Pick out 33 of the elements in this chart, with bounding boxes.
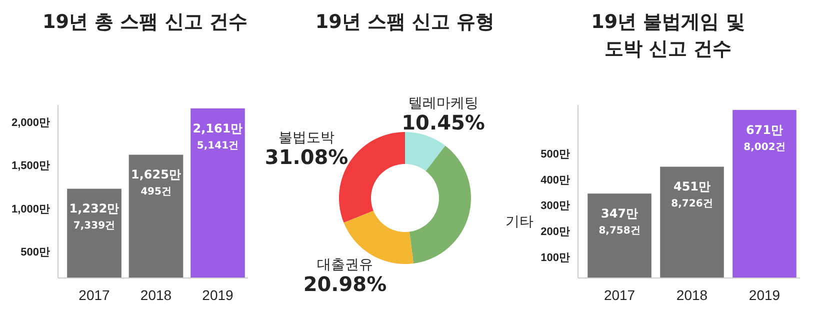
y-tick-label: 2,000만 xyxy=(11,116,50,129)
data-label: 347만 8,758건 xyxy=(598,206,640,237)
y-tick-label: 1,500만 xyxy=(11,160,50,172)
x-tick-label: 2018 xyxy=(140,286,172,303)
chart-title: 19년 불법게임 및 도박 신고 건수 xyxy=(591,11,745,60)
x-tick-label: 2017 xyxy=(78,286,110,303)
y-tick-label: 200만 xyxy=(540,226,570,238)
x-tick-label: 2017 xyxy=(604,286,636,303)
data-label: 1,232만 7,339건 xyxy=(69,202,120,232)
y-tick-label: 400만 xyxy=(540,174,570,186)
slice-label: 불법도박 xyxy=(278,130,335,146)
x-tick-label: 2019 xyxy=(748,286,780,303)
y-tick-label: 500만 xyxy=(20,246,50,259)
data-label: 20.98% xyxy=(303,272,387,296)
slice-label: 기타 xyxy=(506,214,534,230)
slice-label: 텔레마케팅 xyxy=(408,96,478,112)
chart-title: 19년 스팸 신고 유형 xyxy=(315,11,495,33)
y-tick-label: 100만 xyxy=(540,252,570,264)
y-tick-label: 300만 xyxy=(540,200,570,212)
chart-title: 19년 총 스팸 신고 건수 xyxy=(42,11,248,33)
data-label: 31.08% xyxy=(264,145,348,170)
y-tick-label: 500만 xyxy=(540,148,570,161)
data-label: 10.45% xyxy=(402,110,485,135)
x-tick-label: 2019 xyxy=(202,286,234,303)
donut-slice xyxy=(409,146,471,264)
data-label: 2,161만 5,141건 xyxy=(192,121,243,152)
y-tick-label: 1,000만 xyxy=(11,203,50,216)
data-label: 671만 8,002건 xyxy=(744,122,786,153)
slice-label: 대출권유 xyxy=(316,256,373,273)
data-label: 451만 8,726건 xyxy=(671,180,713,210)
data-label: 1,625만 495건 xyxy=(131,168,181,198)
x-tick-label: 2018 xyxy=(676,286,708,303)
donut-slice xyxy=(405,132,446,172)
